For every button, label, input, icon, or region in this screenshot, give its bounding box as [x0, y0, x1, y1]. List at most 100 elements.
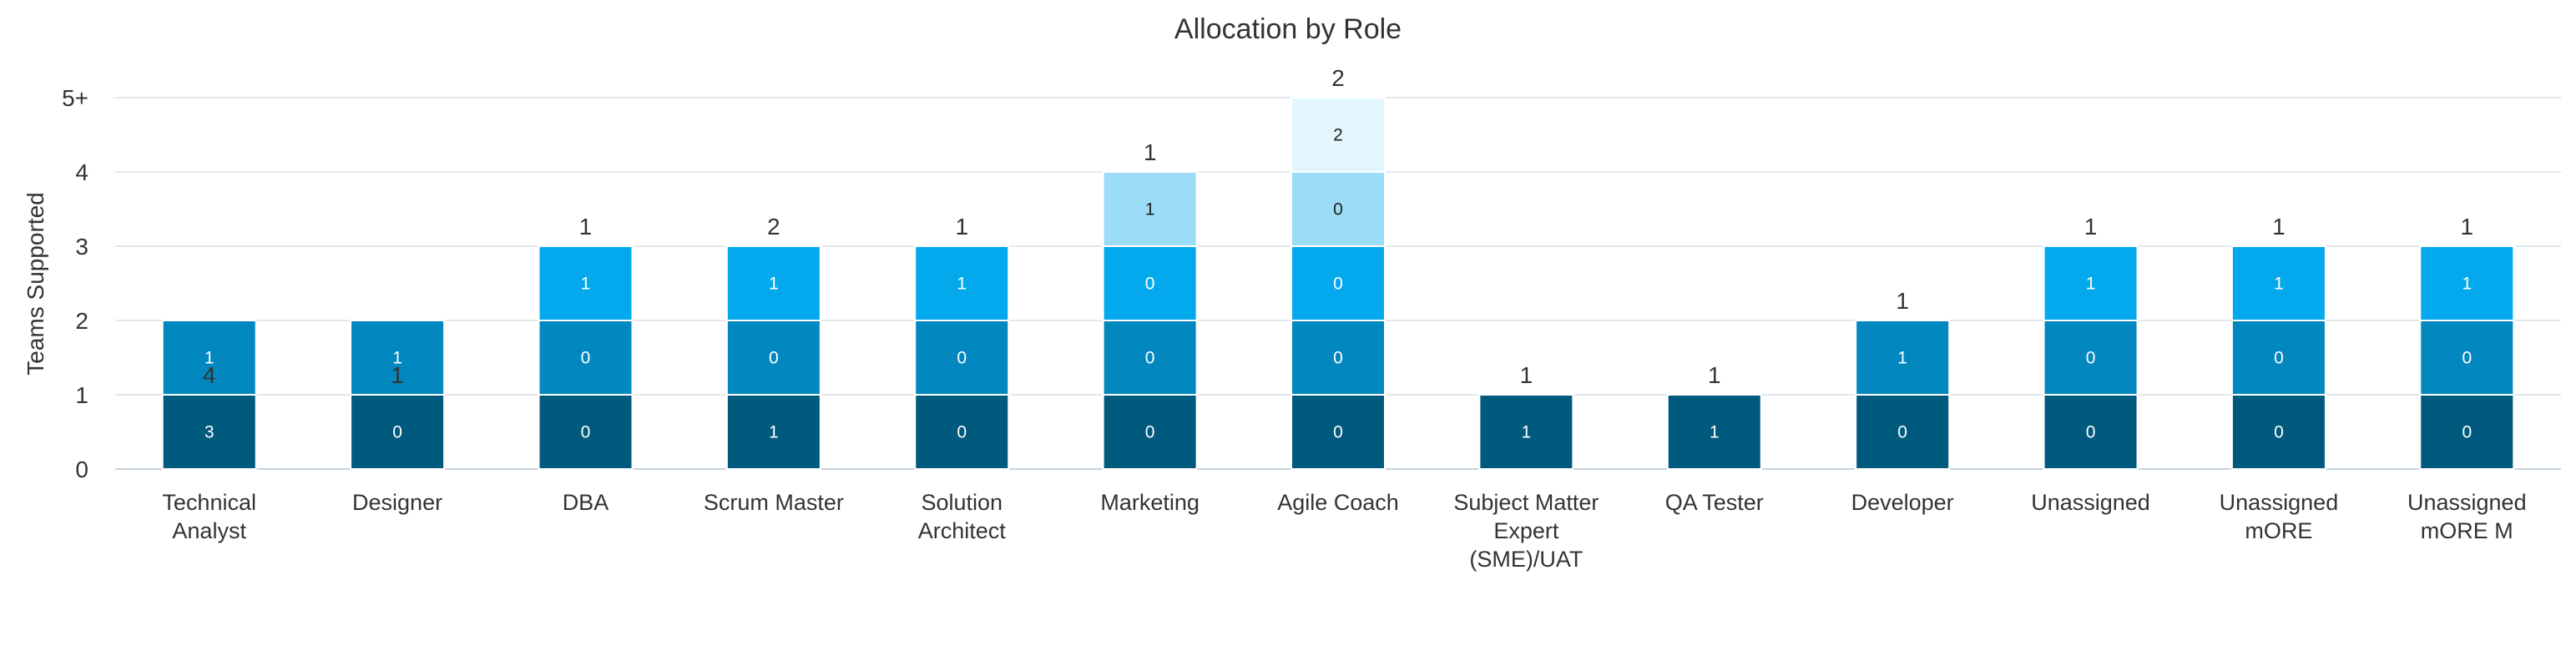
bar-segment[interactable]	[1291, 171, 1386, 247]
segment-value-label: 0	[957, 349, 967, 368]
y-tick-label: 2	[75, 308, 88, 334]
category-label-line: Unassigned	[2031, 490, 2150, 515]
segment-value-label: 0	[1145, 349, 1155, 368]
bar-segment[interactable]	[1478, 394, 1574, 470]
segment-value-label: 1	[2086, 275, 2096, 294]
segment-value-label: 0	[1333, 275, 1343, 294]
bar-segment[interactable]	[1291, 245, 1386, 321]
bar-segment[interactable]	[914, 245, 1010, 321]
bar-total-label: 1	[1896, 288, 1909, 314]
segment-value-label: 2	[1333, 126, 1343, 145]
bar-segment[interactable]	[2419, 394, 2515, 470]
bar-segment[interactable]	[538, 320, 634, 396]
bar-segment[interactable]	[1666, 394, 1762, 470]
bar-segment[interactable]	[538, 245, 634, 321]
bar-segment[interactable]	[2043, 245, 2139, 321]
segment-value-label: 1	[1522, 423, 1532, 442]
segment-value-label: 0	[1145, 423, 1155, 442]
bar-total-label: 1	[1520, 362, 1533, 388]
bar-segment[interactable]	[350, 320, 446, 396]
bar-segment[interactable]	[2230, 394, 2326, 470]
segment-value-label: 0	[1145, 275, 1155, 294]
segment-value-label: 1	[392, 349, 402, 368]
category-label-line: Expert	[1493, 518, 1559, 543]
category-label-line: Solution	[921, 490, 1003, 515]
y-tick-label: 5+	[62, 85, 88, 111]
bar-segment[interactable]	[2419, 245, 2515, 321]
bar-segment[interactable]	[161, 320, 257, 396]
category-label: Technical Analyst	[162, 490, 256, 543]
category-label-line: Marketing	[1100, 490, 1200, 515]
category-label-line: Developer	[1851, 490, 1954, 515]
bar-total-label: 1	[2461, 214, 2474, 240]
segment-value-label: 0	[1333, 423, 1343, 442]
bar-segment[interactable]	[1855, 394, 1951, 470]
category-label-line: Scrum Master	[704, 490, 844, 515]
segment-value-label: 1	[205, 349, 215, 368]
segment-value-label: 0	[957, 423, 967, 442]
segment-value-label: 0	[2274, 423, 2284, 442]
segment-value-label: 1	[581, 275, 591, 294]
category-label: Subject Matter Expert (SME)/UAT	[1453, 490, 1599, 572]
bar-total-label: 1	[2084, 214, 2098, 240]
segment-value-label: 1	[2274, 275, 2284, 294]
bar-segment[interactable]	[1291, 320, 1386, 396]
category-label-line: Unassigned	[2407, 490, 2527, 515]
y-tick-label: 0	[75, 457, 88, 482]
category-label-line: mORE	[2245, 518, 2312, 543]
category-label: Solution Architect	[918, 490, 1007, 543]
segment-value-label: 0	[1897, 423, 1907, 442]
category-label-line: (SME)/UAT	[1469, 547, 1583, 572]
bar-total-label: 1	[579, 214, 593, 240]
bar-segment[interactable]	[2230, 245, 2326, 321]
category-label: Unassigned	[2031, 490, 2150, 515]
segment-value-label: 0	[1333, 200, 1343, 219]
category-label: Designer	[352, 490, 442, 515]
bar-total-label: 1	[2272, 214, 2286, 240]
category-label: Marketing	[1100, 490, 1200, 515]
bar-segment[interactable]	[538, 394, 634, 470]
bar-total-label: 2	[767, 214, 780, 240]
bar-segment[interactable]	[1102, 245, 1198, 321]
category-label-line: Unassigned	[2220, 490, 2339, 515]
category-label-line: Designer	[352, 490, 442, 515]
bar-segment[interactable]	[1102, 394, 1198, 470]
segment-value-label: 0	[2274, 349, 2284, 368]
segment-value-label: 0	[2462, 349, 2472, 368]
bar-segment[interactable]	[2043, 320, 2139, 396]
bar-segment[interactable]	[161, 394, 257, 470]
bar-segment[interactable]	[1102, 171, 1198, 247]
bar-total-label: 4	[203, 362, 216, 388]
bar-segment[interactable]	[1855, 320, 1951, 396]
category-label-line: Agile Coach	[1277, 490, 1399, 515]
y-tick-label: 1	[75, 382, 88, 408]
category-label-line: DBA	[563, 490, 609, 515]
y-tick-label: 3	[75, 234, 88, 260]
bar-segment[interactable]	[350, 394, 446, 470]
segment-value-label: 0	[581, 423, 591, 442]
category-label: Unassigned mORE	[2220, 490, 2339, 543]
category-label-line: mORE M	[2421, 518, 2513, 543]
segment-value-label: 0	[1333, 349, 1343, 368]
category-label-line: Analyst	[172, 518, 246, 543]
category-label-line: QA Tester	[1665, 490, 1764, 515]
x-axis-categories: Technical Analyst Designer DBA Scrum Master S…	[162, 490, 2526, 572]
bar-segment[interactable]	[2419, 320, 2515, 396]
segment-value-label: 1	[769, 275, 779, 294]
category-label: Agile Coach	[1277, 490, 1399, 515]
category-label: Scrum Master	[704, 490, 844, 515]
y-tick-label: 4	[75, 159, 88, 185]
bar-segment[interactable]	[914, 394, 1010, 470]
chart-title: Allocation by Role	[1174, 13, 1402, 45]
bar-segment[interactable]	[914, 320, 1010, 396]
bar-total-label: 1	[391, 362, 404, 388]
bar-segment[interactable]	[725, 245, 821, 321]
segment-value-label: 3	[205, 423, 215, 442]
segment-value-label: 1	[2462, 275, 2472, 294]
bar-segment[interactable]	[1291, 97, 1386, 173]
y-axis-ticks: 0 1 2 3 4 5+	[62, 85, 88, 482]
